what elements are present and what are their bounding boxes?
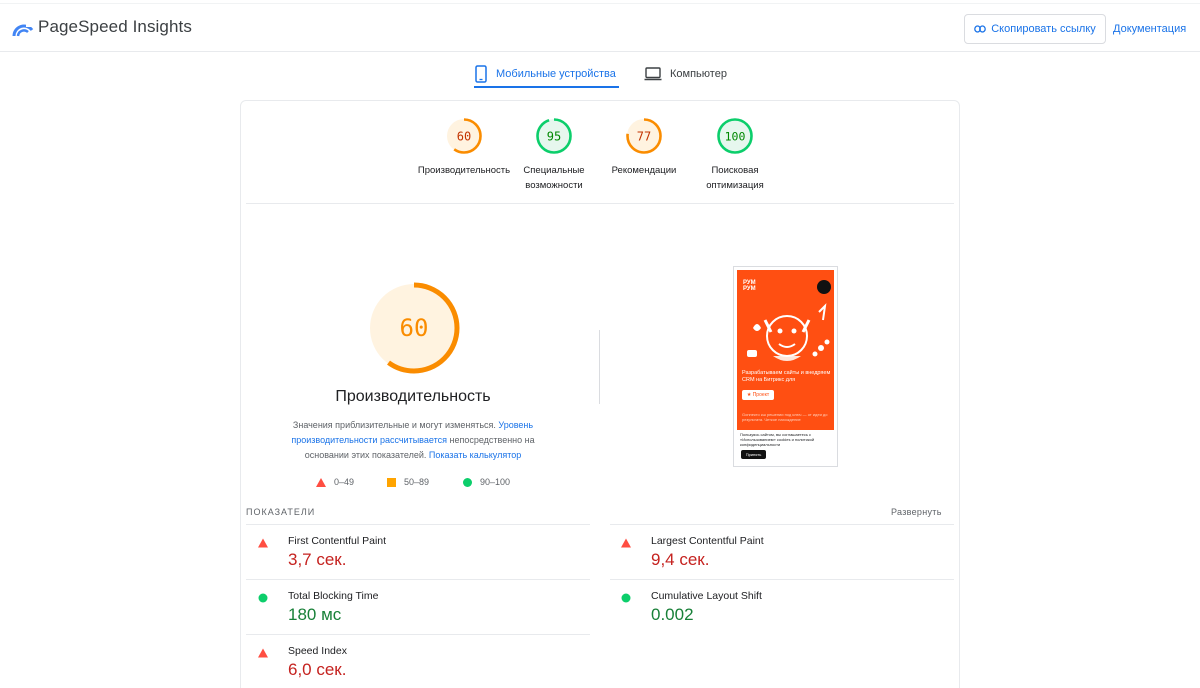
category-seo[interactable]: 100 Поисковая оптимизация [685,117,785,193]
gauge-best-practices: 77 [626,118,662,154]
legend-average: 50–89 [387,477,429,487]
gauge-score: 77 [637,130,651,144]
category-label-line2: оптимизация [706,180,764,191]
square-icon [387,477,396,487]
copy-link-label: Скопировать ссылку [991,23,1096,35]
performance-score: 60 [400,314,429,342]
category-performance[interactable]: 60 Производительность [414,117,514,178]
pass-circle-icon [621,593,631,603]
gauge-score: 60 [457,130,471,144]
metric-value: 180 мс [288,605,342,624]
app-header: PageSpeed Insights Скопировать ссылку До… [0,4,1200,52]
circle-icon [463,477,472,487]
gauge-score: 100 [725,130,746,144]
fail-triangle-icon [258,648,268,658]
preview-small-text: Gonпекто кш решении под ключ — от идеи д… [742,412,828,422]
expand-view-toggle[interactable]: Развернуть [891,507,942,517]
performance-gauge: 60 [368,282,460,374]
performance-title: Производительность [335,388,491,405]
gauge-accessibility: 95 [536,118,572,154]
gauge-seo: 100 [717,118,753,154]
metric-name: Cumulative Layout Shift [651,590,762,602]
tab-desktop-label: Компьютер [670,68,727,80]
pagespeed-logo-icon [12,20,34,37]
tab-mobile-label: Мобильные устройства [496,68,616,80]
preview-button: ★ Проект [742,390,774,400]
metric-divider [610,524,954,525]
monitor-icon [644,67,662,81]
link-icon [974,25,987,33]
preview-menu-icon [817,280,831,294]
category-label: Рекомендации [611,165,677,176]
preview-hero: РУМ РУМ Разрабатываем сайты и внедряем C… [737,270,834,430]
metric-name: Largest Contentful Paint [651,535,764,547]
page-screenshot-preview[interactable]: РУМ РУМ Разрабатываем сайты и внедряем C… [733,266,838,467]
phone-icon [475,65,487,83]
top-bar [0,0,1200,4]
legend-range: 50–89 [404,477,430,487]
preview-headline: Разрабатываем сайты и внедряем CRM на Би… [742,370,831,383]
metric-value: 0.002 [651,605,694,624]
show-calculator-link[interactable]: Показать калькулятор [428,450,522,460]
copy-link-button[interactable]: Скопировать ссылку [964,14,1106,44]
gauge-score: 95 [547,130,561,144]
legend-range: 90–100 [480,477,511,487]
category-label: Производительность [417,165,511,176]
category-label-line2: возможности [525,180,583,191]
legend-range: 0–49 [334,477,355,487]
metric-name: First Contentful Paint [288,535,387,547]
score-calculation-link[interactable]: Уровень производительности рассчитываетс… [291,420,534,445]
active-tab-indicator [474,86,619,88]
preview-logo: РУМ РУМ [743,280,756,292]
vertical-divider [599,330,600,404]
legend-pass: 90–100 [463,477,510,487]
fail-triangle-icon [258,538,268,548]
documentation-link[interactable]: Документация [1113,23,1187,35]
metric-divider [246,634,590,635]
category-accessibility[interactable]: 95 Специальные возможности [504,117,604,193]
preview-cookie-text: Пользуясь сайтом, вы соглашаетесь с «Исп… [740,432,815,447]
dog-illustration-icon [747,303,830,361]
tab-desktop[interactable]: Компьютер [644,60,727,88]
metric-name: Total Blocking Time [288,590,379,602]
desc-text-2: непосредственно на основании этих показа… [304,435,535,460]
metrics-heading: ПОКАЗАТЕЛИ [246,507,316,517]
performance-description: Значения приблизительные и могут изменят… [270,418,556,463]
desc-text-1: Значения приблизительные и могут изменят… [292,420,496,430]
category-label: Специальные [523,165,585,176]
metric-value: 3,7 сек. [288,550,347,569]
preview-cookie-button: Принять [741,450,766,459]
metric-divider [246,524,590,525]
fail-triangle-icon [621,538,631,548]
legend-fail: 0–49 [316,477,354,487]
metric-name: Speed Index [288,645,347,657]
metric-value: 9,4 сек. [651,550,710,569]
metric-divider [246,579,590,580]
category-label: Поисковая [711,165,759,176]
category-best-practices[interactable]: 77 Рекомендации [594,117,694,178]
gauge-performance: 60 [446,118,482,154]
triangle-icon [316,477,326,487]
section-divider [246,203,954,204]
tab-mobile[interactable]: Мобильные устройства [474,60,616,88]
report-card [240,100,960,688]
pass-circle-icon [258,593,268,603]
app-title: PageSpeed Insights [38,17,192,36]
metric-divider [610,579,954,580]
metric-value: 6,0 сек. [288,660,347,679]
